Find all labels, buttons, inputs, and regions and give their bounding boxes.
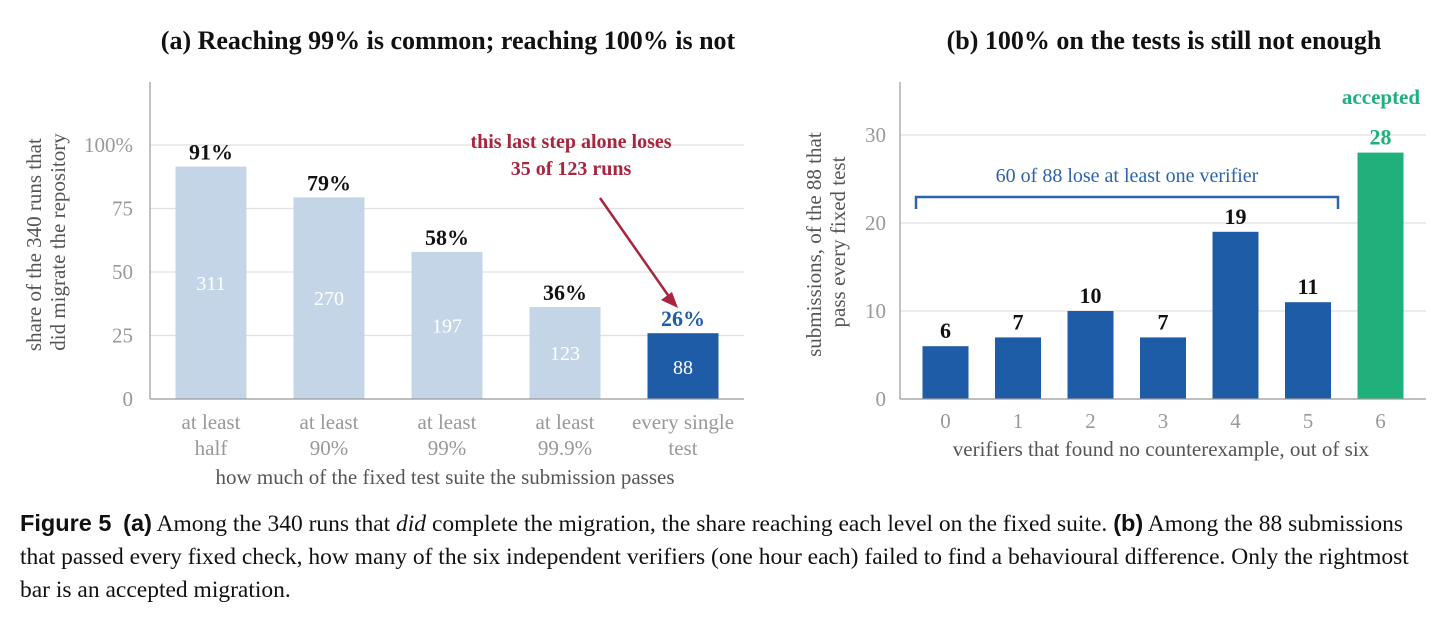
panel-b-x-tick-label: 3 (1158, 409, 1169, 433)
panel-a-value-label: 58% (425, 225, 469, 250)
panel-b-x-tick-label: 5 (1303, 409, 1314, 433)
panel-a-bar (175, 166, 247, 399)
caption-figure-label: Figure 5 (20, 510, 112, 536)
caption-b-label: (b) (1113, 510, 1144, 536)
annotation-arrowhead (661, 292, 678, 308)
panel-b-y-axis-label: submissions, of the 88 that pass every f… (802, 127, 850, 357)
bracket: 60 of 88 lose at least one verifier (914, 165, 1340, 209)
panel-b-title: (b) 100% on the tests is still not enoug… (947, 26, 1382, 55)
panel-a-x-tick-label: at least (536, 410, 595, 434)
bracket-line (914, 195, 1340, 209)
panel-b-x-tick-label: 2 (1085, 409, 1096, 433)
figure-caption: Figure 5 (a) Among the 340 runs that did… (20, 507, 1436, 607)
panel-a-x-tick-label: 99.9% (538, 436, 592, 460)
panel-b-value-label: 7 (1158, 309, 1169, 334)
panel-a-x-tick-label: 99% (428, 436, 467, 460)
panel-b-bar (1140, 337, 1186, 399)
panel-b-chart: (b) 100% on the tests is still not enoug… (802, 26, 1426, 461)
panel-b-bar (1067, 311, 1114, 399)
panel-a-y-axis-label: share of the 340 runs that did migrate t… (22, 133, 70, 351)
panel-b-bar (922, 346, 969, 399)
panel-b-y-tick-label: 10 (865, 299, 886, 323)
panel-b-value-label: 19 (1225, 204, 1247, 229)
panel-a-x-tick-label: at least (418, 410, 477, 434)
panel-a-x-axis-label: how much of the fixed test suite the sub… (215, 465, 674, 489)
panel-b-x-axis-label: verifiers that found no counterexample, … (953, 437, 1370, 461)
panel-a-x-tick-label: every single (632, 410, 734, 434)
panel-a-bar (647, 333, 719, 399)
panel-a-count-label: 197 (432, 315, 462, 337)
panel-a-annotation: this last step alone loses 35 of 123 run… (470, 131, 678, 308)
panel-a-count-label: 88 (673, 357, 693, 379)
caption-a-text-1: Among the 340 runs that (151, 511, 397, 537)
panel-b-x-tick-label: 4 (1230, 409, 1241, 433)
caption-b-text: Among the 88 submissions that passed eve… (20, 511, 1409, 603)
panel-a-x-tick-label: test (668, 436, 697, 460)
panel-a-count-label: 311 (196, 273, 225, 295)
annotation-line-1: this last step alone loses (470, 131, 671, 153)
panel-a-x-tick-label: at least (300, 410, 359, 434)
bracket-label: 60 of 88 lose at least one verifier (996, 165, 1259, 187)
panel-b-y-tick-label: 0 (876, 387, 887, 411)
panel-b-value-label: 6 (940, 318, 951, 343)
panel-a-bar (529, 307, 601, 399)
panel-a-bar (293, 197, 365, 399)
panel-b-bar (1285, 302, 1331, 399)
panel-a-count-label: 270 (314, 288, 344, 310)
panel-a-value-label: 79% (307, 170, 351, 195)
panel-a-x-tick-label: at least (182, 410, 241, 434)
panel-b-x-tick-label: 6 (1375, 409, 1386, 433)
caption-a-emphasis: did (396, 511, 427, 537)
panel-a-count-label: 123 (550, 343, 580, 365)
panel-b-y-tick-label: 30 (865, 123, 886, 147)
panel-a-bar (411, 251, 483, 399)
panel-a-y-tick-label: 25 (112, 324, 133, 348)
panel-a-y-tick-label: 75 (112, 197, 133, 221)
panel-a-value-label: 26% (661, 306, 705, 331)
panel-a-y-tick-label: 100% (84, 133, 133, 157)
panel-a-y-tick-label: 50 (112, 260, 133, 284)
panel-a-title: (a) Reaching 99% is common; reaching 100… (161, 26, 736, 55)
caption-a-label: (a) (123, 510, 152, 536)
panel-a-y-tick-label: 0 (123, 387, 134, 411)
panel-a-value-label: 91% (189, 140, 233, 165)
annotation-arrow (598, 197, 672, 299)
panel-b-bar (995, 337, 1041, 399)
panel-b-value-label: 10 (1080, 283, 1102, 308)
panel-b-bar (1212, 231, 1259, 399)
panel-b-value-label: 28 (1370, 125, 1392, 150)
panel-b-y-tick-label: 20 (865, 211, 886, 235)
panel-b-x-tick-label: 1 (1013, 409, 1024, 433)
panel-b-value-label: 11 (1298, 274, 1319, 299)
panel-a-value-label: 36% (543, 280, 587, 305)
panel-b-x-tick-label: 0 (940, 409, 951, 433)
caption-a-text-2: complete the migration, the share reachi… (426, 511, 1114, 537)
panel-b-value-label: 7 (1013, 309, 1024, 334)
panel-a-chart: (a) Reaching 99% is common; reaching 100… (22, 26, 744, 489)
accepted-label: accepted (1342, 85, 1420, 109)
panel-b-bar (1357, 152, 1404, 399)
panel-a-x-tick-label: 90% (310, 436, 349, 460)
annotation-line-2: 35 of 123 runs (511, 158, 632, 180)
figure-5: (a) Reaching 99% is common; reaching 100… (22, 26, 1426, 489)
panel-a-x-tick-label: half (195, 436, 228, 460)
